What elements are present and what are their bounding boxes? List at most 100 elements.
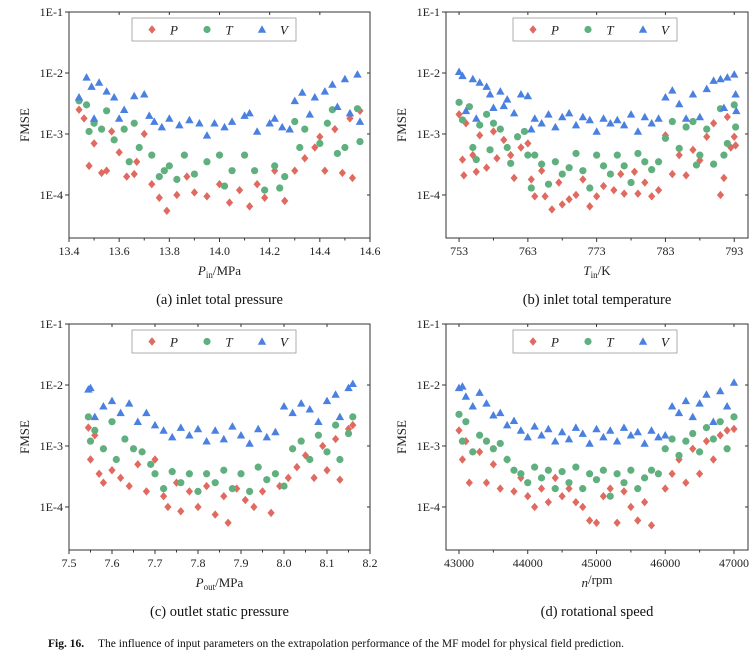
point-c-T-21: [246, 487, 254, 496]
point-a-T-27: [281, 173, 289, 181]
x-axis-label-symbol: P: [197, 263, 206, 278]
y-axis-label: FMSE: [17, 420, 32, 454]
point-d-T-16: [558, 468, 566, 476]
point-b-P-14: [524, 139, 532, 148]
point-c-P-4: [99, 478, 107, 487]
point-c-P-8: [134, 460, 142, 469]
point-b-T-9: [496, 125, 504, 133]
legend-marker-V: [257, 25, 267, 33]
point-b-V-9: [496, 87, 505, 95]
point-d-P-28: [641, 497, 649, 507]
point-c-P-34: [336, 475, 344, 484]
point-b-V-46: [730, 70, 739, 78]
point-b-P-20: [555, 178, 563, 187]
point-b-P-13: [517, 143, 525, 152]
point-d-V-4: [475, 388, 484, 396]
point-c-V-2: [90, 412, 99, 421]
point-c-P-33: [332, 434, 340, 444]
point-d-V-10: [516, 426, 526, 434]
point-c-P-7: [125, 481, 133, 491]
y-axis-label: FMSE: [394, 108, 409, 142]
point-d-T-6: [489, 445, 497, 453]
point-b-T-16: [531, 151, 539, 159]
legend-label: T: [225, 335, 233, 350]
point-d-P-27: [634, 516, 642, 525]
point-c-P-32: [323, 466, 331, 475]
point-b-T-45: [720, 151, 728, 159]
point-b-T-40: [692, 161, 701, 169]
point-b-P-30: [620, 189, 628, 198]
point-d-P-38: [716, 431, 724, 440]
point-b-P-22: [565, 195, 573, 204]
point-d-T-11: [524, 479, 532, 487]
point-c-V-22: [262, 432, 271, 441]
x-tick-label: 14.2: [259, 244, 280, 258]
point-d-T-35: [689, 429, 697, 438]
y-tick-label: 1E-2: [417, 378, 440, 392]
y-tick-label: 1E-3: [417, 439, 440, 453]
point-a-T-15: [173, 175, 181, 184]
x-tick-label: 14.0: [209, 244, 230, 258]
point-a-V-17: [195, 119, 204, 127]
x-axis-label-subscript: in: [206, 270, 214, 280]
subplot-a: 13.4 13.6 13.8 14.0 14.2 14.4 14.6 1E-1 1E-2 1E-3…: [17, 5, 381, 308]
point-c-P-19: [220, 492, 228, 501]
x-tick-label: 7.9: [234, 556, 249, 570]
point-d-T-9: [510, 466, 518, 474]
point-d-V-37: [702, 390, 711, 398]
point-c-V-15: [202, 436, 211, 445]
legend-box: [512, 17, 678, 42]
point-c-T-31: [332, 421, 340, 429]
y-axis-label: FMSE: [17, 108, 32, 142]
x-axis-label-unit: /K: [598, 263, 612, 278]
point-d-T-32: [668, 435, 676, 443]
point-d-P-22: [599, 492, 607, 501]
point-b-V-45: [723, 73, 732, 81]
point-d-T-23: [606, 492, 614, 500]
point-d-P-33: [682, 478, 690, 487]
x-axis-label: Pout/MPa: [195, 575, 244, 592]
point-c-T-33: [344, 429, 353, 438]
point-b-P-35: [654, 185, 663, 195]
point-b-T-11: [507, 159, 515, 167]
point-b-P-8: [489, 127, 498, 136]
point-c-V-18: [228, 422, 237, 430]
point-d-T-34: [682, 437, 690, 445]
figure-caption-text: The influence of input parameters on the…: [98, 638, 624, 650]
point-d-T-19: [579, 485, 587, 493]
point-c-P-31: [319, 441, 327, 451]
point-a-V-5: [102, 87, 111, 95]
point-d-V-27: [633, 427, 642, 436]
x-tick-label: 7.7: [148, 556, 163, 570]
point-b-P-43: [710, 119, 718, 128]
x-tick-label: 14.4: [309, 244, 330, 258]
point-c-T-29: [314, 431, 322, 439]
point-c-V-16: [211, 426, 220, 434]
point-a-T-34: [333, 149, 341, 158]
point-d-V-31: [661, 431, 670, 439]
point-a-P-1: [80, 114, 88, 123]
point-a-V-16: [185, 115, 194, 124]
point-b-P-9: [493, 154, 501, 163]
point-b-V-41: [702, 84, 711, 93]
x-axis-label-symbol: P: [195, 575, 204, 590]
x-tick-label: 46000: [650, 556, 680, 570]
point-d-P-20: [586, 516, 594, 525]
point-a-P-10: [133, 157, 141, 166]
point-c-V-21: [254, 424, 263, 433]
point-b-V-26: [599, 114, 608, 122]
figure-caption-label: Fig. 16.: [48, 638, 84, 650]
point-c-T-18: [220, 466, 228, 474]
point-a-P-28: [301, 154, 309, 163]
point-b-P-42: [703, 132, 711, 141]
legend-label: P: [550, 23, 559, 38]
point-b-V-28: [613, 115, 622, 124]
point-a-T-30: [301, 125, 309, 133]
point-b-P-44: [716, 190, 725, 200]
point-d-V-13: [537, 431, 546, 439]
point-b-P-33: [641, 178, 649, 187]
x-tick-label: 7.8: [191, 556, 206, 570]
legend-label: P: [169, 335, 178, 350]
point-a-V-26: [270, 114, 279, 122]
point-b-T-29: [620, 162, 628, 170]
